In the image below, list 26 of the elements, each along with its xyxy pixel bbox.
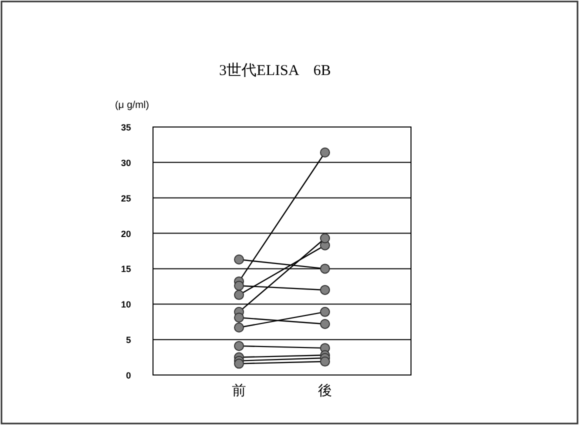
y-tick-label: 30: [120, 158, 131, 168]
point: [234, 322, 244, 333]
point: [320, 318, 330, 329]
y-tick-label: 15: [120, 264, 131, 274]
x-tick-label: 後: [318, 382, 332, 398]
point: [234, 340, 244, 351]
point: [234, 358, 244, 369]
point: [320, 306, 330, 317]
y-tick-label: 5: [126, 335, 131, 346]
y-tick-label: 25: [120, 193, 131, 204]
point: [234, 312, 244, 323]
point: [320, 284, 330, 295]
point: [320, 264, 330, 274]
x-tick-label: 前: [232, 382, 246, 398]
y-axis-title: (μ g/ml): [114, 100, 150, 111]
y-tick-label: 0: [126, 370, 131, 380]
point: [320, 148, 330, 158]
y-tick-label: 10: [120, 300, 131, 310]
chart-title: 3世代ELISA 6B: [219, 62, 331, 79]
point: [320, 233, 330, 244]
y-tick-label: 20: [120, 228, 131, 239]
point: [234, 290, 244, 300]
point: [234, 280, 244, 291]
point: [234, 254, 244, 265]
point: [320, 356, 330, 367]
y-tick-label: 35: [120, 122, 131, 132]
